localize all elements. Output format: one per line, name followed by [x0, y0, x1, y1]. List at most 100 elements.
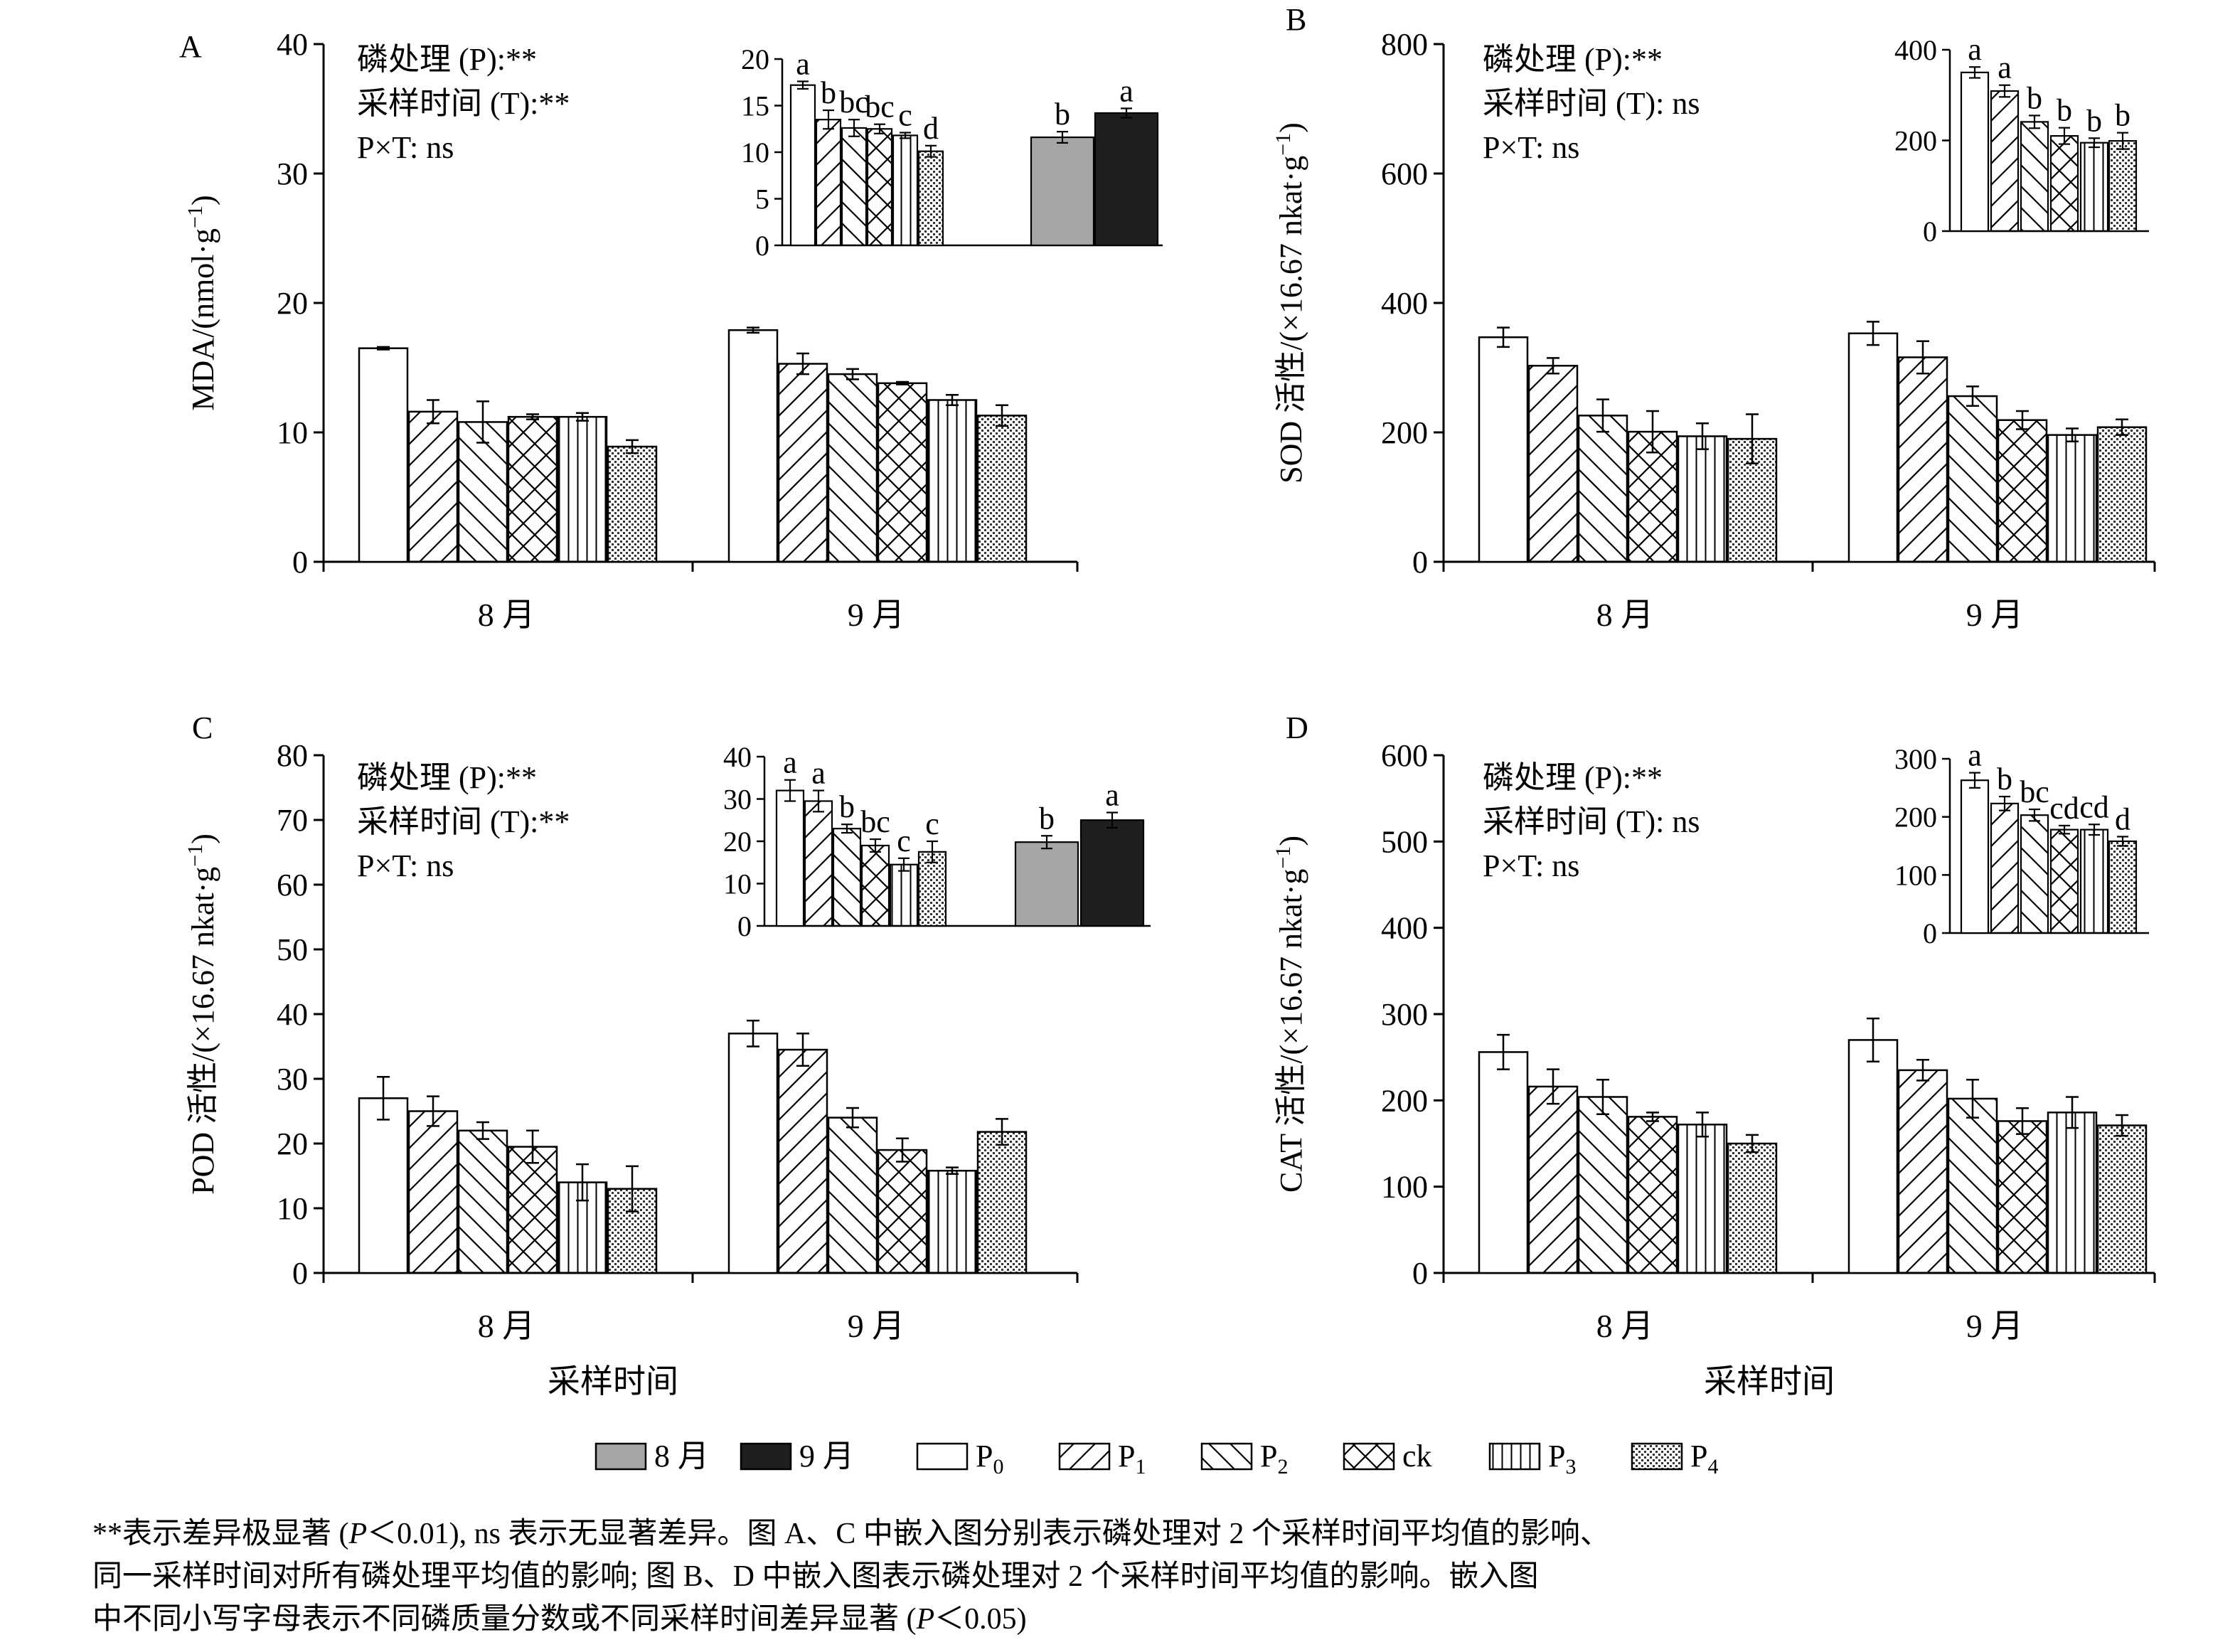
bar-p4-sep: [976, 1131, 1028, 1274]
y-tick-label: 40: [277, 27, 308, 62]
bar-p4-aug: [607, 445, 658, 563]
error-bar: [1696, 1112, 1709, 1138]
bar-p0-aug: [358, 1097, 409, 1274]
stat-text: 采样时间 (T): ns: [1483, 86, 1700, 121]
legend-label: P0: [976, 1439, 1003, 1478]
error-bar: [747, 326, 759, 334]
legend-swatch: [1343, 1442, 1395, 1471]
stat-text: P×T: ns: [357, 848, 454, 883]
inset-y-tick-label: 5: [755, 183, 769, 215]
panel-b: B 0 200 400 600 800 SOD 活性/(×16.67 nkat·g−1) 8 …: [1271, 2, 2156, 633]
inset-error-bar: [848, 119, 860, 137]
bar-p2-aug: [457, 421, 508, 563]
bar-ck-sep: [1997, 1120, 2048, 1274]
inset-bar-p3: [892, 134, 919, 247]
significance-letter: a: [1119, 73, 1134, 108]
significance-letter: b: [2057, 93, 2072, 128]
error-bar: [796, 352, 809, 375]
inset-error-bar: [2029, 114, 2040, 129]
bar-ck-sep: [877, 382, 928, 563]
bar-p1-sep: [777, 363, 828, 563]
error-bar: [896, 1137, 909, 1163]
bar-p3-aug: [1677, 1124, 1728, 1274]
error-bar: [1696, 422, 1709, 450]
inset-error-bar: [1106, 811, 1118, 829]
bar-p4-aug: [1727, 1142, 1778, 1274]
significance-letter: bc: [860, 804, 890, 839]
inset-bar-p4: [917, 150, 944, 247]
error-bar: [1497, 1033, 1510, 1070]
error-bar: [1596, 1078, 1609, 1115]
y-tick-label: 40: [277, 997, 308, 1032]
bar-p3-sep: [2047, 434, 2098, 563]
significance-letter: a: [1998, 50, 2012, 85]
legend-item-p4: P4: [1631, 1439, 1718, 1478]
legend-label: P3: [1548, 1439, 1576, 1478]
y-axis-label: CAT 活性/(×16.67 nkat·g−1): [1271, 836, 1308, 1193]
bar-p2-sep: [1947, 395, 1998, 563]
caption-line: 同一采样时间对所有磷处理平均值的影响; 图 B、D 中嵌入图表示磷处理对 2 个…: [92, 1560, 1539, 1593]
legend-label: ck: [1402, 1439, 1432, 1474]
inset-bar-9月: [1079, 819, 1145, 927]
significance-letter: a: [1968, 738, 1982, 773]
bar-p4-sep: [976, 415, 1028, 563]
error-bar: [946, 1166, 959, 1176]
bar-p3-aug: [557, 415, 608, 563]
error-bar: [576, 1163, 589, 1202]
inset-bar-ck: [866, 128, 893, 247]
y-tick-label: 20: [277, 1126, 308, 1161]
x-tick-label: 8 月: [478, 1308, 535, 1344]
legend-swatch: [1058, 1442, 1111, 1471]
significance-letter: b: [1039, 801, 1055, 836]
legend-swatch: [594, 1442, 647, 1471]
error-bar: [1867, 1017, 1879, 1062]
inset-bar-p2: [832, 828, 862, 927]
error-bar: [626, 1165, 639, 1213]
bar-p0-sep: [727, 1033, 779, 1274]
error-bar: [427, 1095, 439, 1127]
significance-letter: b: [2115, 98, 2130, 133]
inset-bar-p3: [889, 863, 919, 927]
error-bar: [476, 1121, 489, 1140]
y-tick-label: 20: [277, 286, 308, 321]
bar-p4-sep: [2096, 426, 2148, 563]
inset-error-bar: [1999, 795, 2010, 811]
error-bar: [1646, 410, 1659, 454]
bar-p2-aug: [1577, 415, 1628, 563]
inset-error-bar: [2117, 132, 2128, 150]
x-tick-label: 8 月: [1596, 597, 1654, 633]
y-tick-label: 400: [1381, 911, 1428, 946]
stat-text: P×T: ns: [1483, 848, 1579, 883]
caption-line: 中不同小写字母表示不同磷质量分数或不同采样时间差异显著 (P＜0.05): [92, 1602, 1027, 1636]
significance-letter: bc: [865, 90, 895, 124]
bar-p0-sep: [1847, 332, 1899, 563]
y-tick-label: 70: [277, 803, 308, 838]
significance-letter: d: [923, 111, 939, 146]
stat-text: 采样时间 (T): ns: [1483, 804, 1700, 839]
inset-y-tick-label: 40: [723, 741, 752, 773]
bar-p1-aug: [407, 410, 459, 563]
stat-text: 磷处理 (P):**: [357, 760, 537, 795]
inset-bar-ck: [2049, 828, 2079, 934]
significance-letter: a: [796, 46, 810, 81]
caption-line: **表示差异极显著 (P＜0.01), ns 表示无显著差异。图 A、C 中嵌入…: [92, 1518, 1610, 1550]
inset-error-bar: [1121, 107, 1132, 119]
stat-text: 采样时间 (T):**: [357, 804, 570, 839]
error-bar: [1596, 398, 1609, 433]
inset-bar-p0: [1960, 779, 1990, 934]
inset-error-bar: [797, 80, 809, 90]
significance-letter: a: [1968, 32, 1982, 67]
error-bar: [946, 393, 959, 407]
x-tick-label: 8 月: [478, 597, 535, 633]
inset-y-tick-label: 20: [723, 826, 752, 858]
y-tick-label: 400: [1381, 286, 1428, 321]
bar-p2-sep: [1947, 1097, 1998, 1274]
error-bar: [2116, 418, 2128, 436]
inset-y-tick-label: 15: [741, 90, 769, 122]
legend-swatch: [740, 1442, 792, 1471]
significance-letter: bc: [2020, 774, 2049, 809]
inset-error-bar: [1999, 84, 2010, 98]
x-axis-title: 采样时间: [548, 1363, 678, 1400]
